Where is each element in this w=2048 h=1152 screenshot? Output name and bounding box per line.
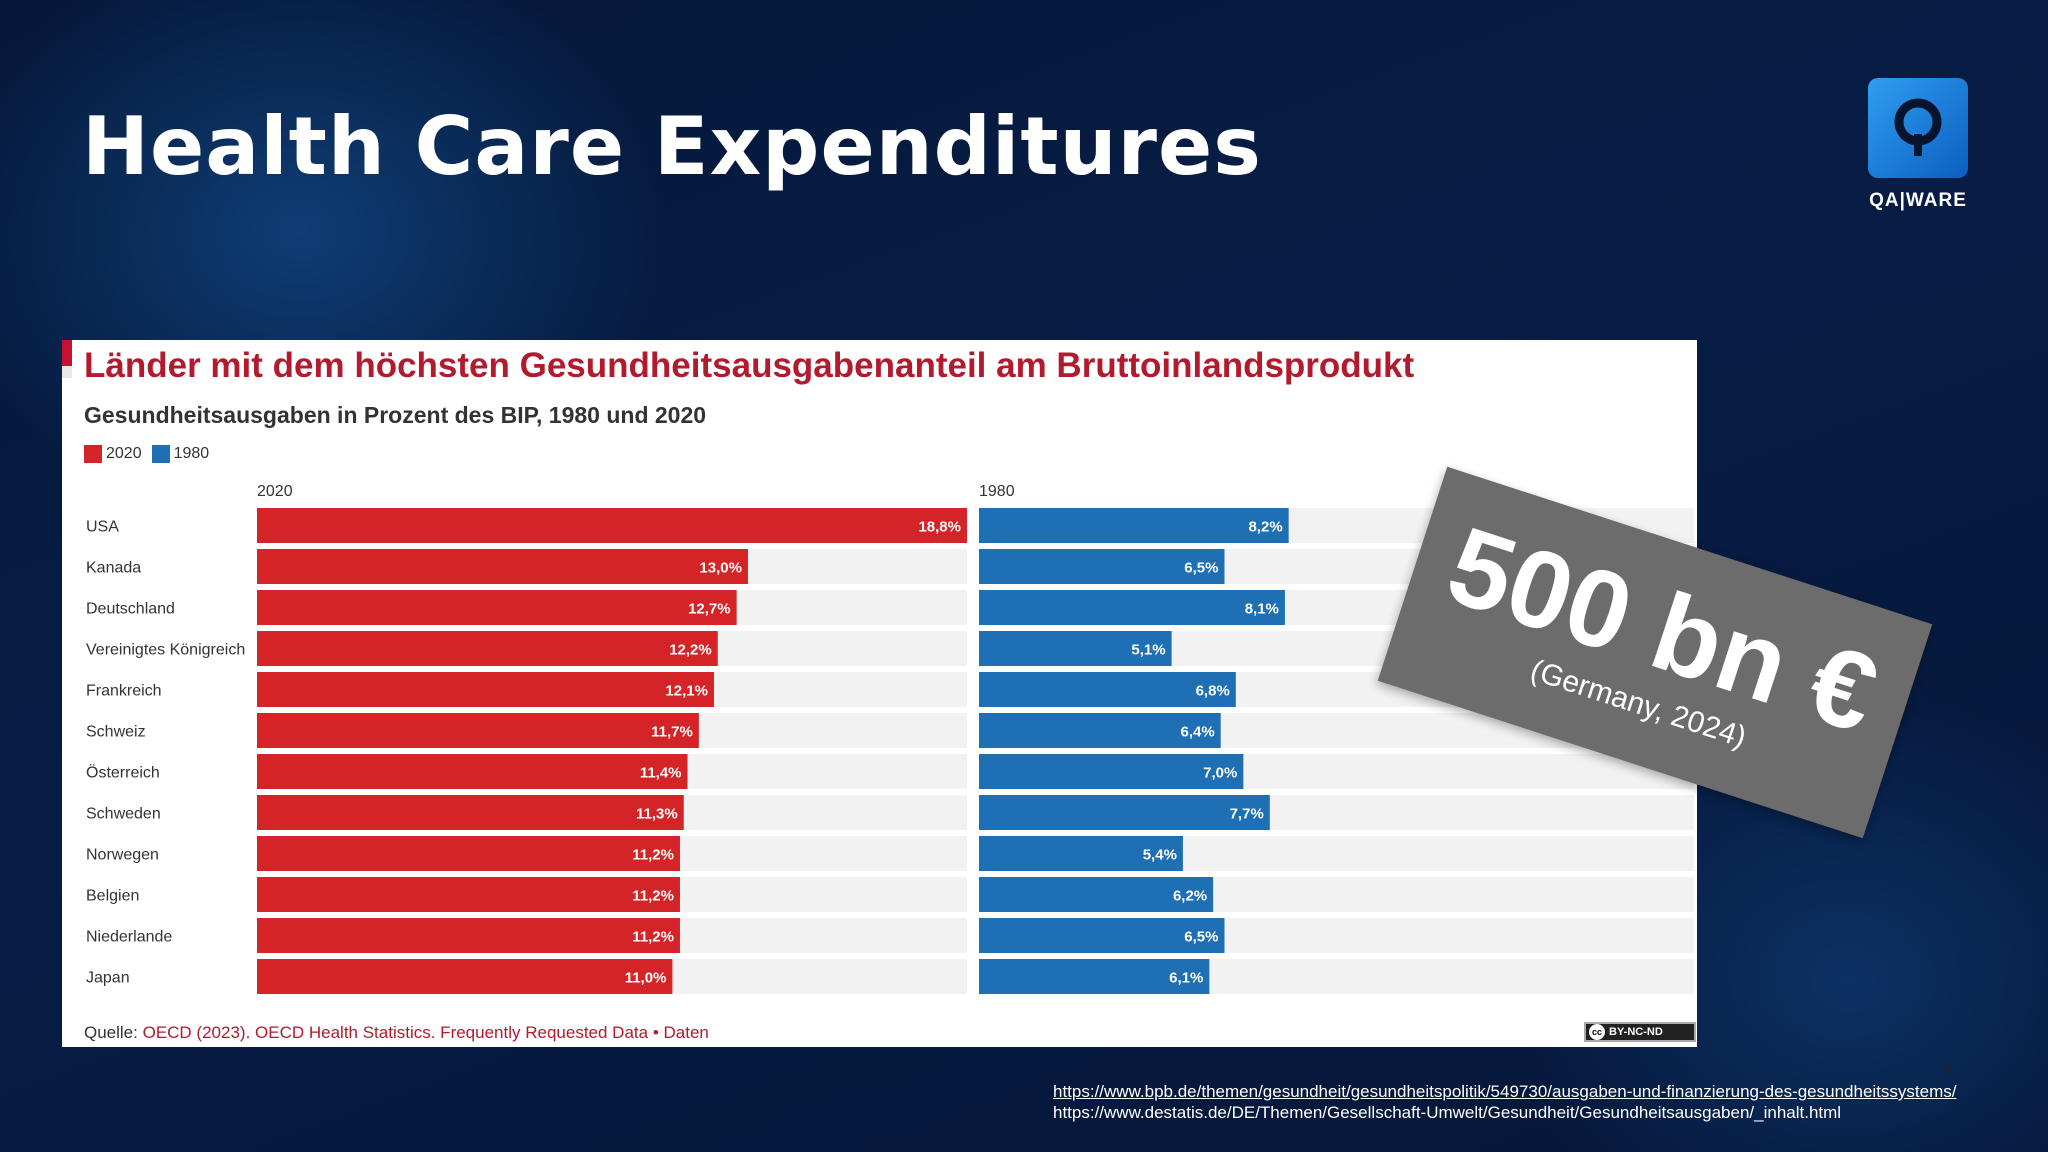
- panel-label-2020: 2020: [257, 483, 293, 500]
- category-label: Japan: [86, 970, 130, 987]
- bar-2020: [257, 795, 684, 830]
- logo-text: QA|WARE: [1869, 190, 1967, 211]
- value-label-2020: 11,4%: [640, 765, 682, 782]
- value-label-1980: 6,5%: [1184, 560, 1218, 577]
- legend-item-2020: 2020: [84, 445, 142, 463]
- legend-item-1980: 1980: [151, 445, 210, 463]
- value-label-2020: 12,1%: [665, 683, 708, 700]
- bar-2020: [257, 959, 673, 994]
- bar-1980: [979, 549, 1225, 584]
- card-accent-gray: [62, 366, 72, 378]
- value-label-1980: 7,7%: [1230, 806, 1264, 823]
- value-label-1980: 8,1%: [1245, 601, 1279, 618]
- chart-source[interactable]: Quelle: OECD (2023). OECD Health Statist…: [84, 1023, 709, 1043]
- reference-link-bpb[interactable]: https://www.bpb.de/themen/gesundheit/ges…: [1053, 1082, 1957, 1101]
- bar-2020: [257, 631, 718, 666]
- slide-title: Health Care Expenditures: [82, 100, 1262, 193]
- bar-1980: [979, 508, 1289, 543]
- bar-2020: [257, 508, 967, 543]
- card-accent: [62, 340, 72, 366]
- qaware-logo: QA|WARE: [1868, 78, 1968, 212]
- logo-badge-icon: [1868, 78, 1968, 178]
- value-label-2020: 11,3%: [636, 806, 678, 823]
- value-label-2020: 11,2%: [632, 847, 674, 864]
- bar-1980: [979, 918, 1225, 953]
- value-label-1980: 7,0%: [1203, 765, 1237, 782]
- value-label-1980: 6,5%: [1184, 929, 1218, 946]
- chart-subtitle: Gesundheitsausgaben in Prozent des BIP, …: [84, 402, 707, 428]
- reference-links: https://www.bpb.de/themen/gesundheit/ges…: [1053, 1081, 1956, 1123]
- category-label: Deutschland: [86, 601, 175, 618]
- value-label-2020: 12,2%: [669, 642, 712, 659]
- bar-1980: [979, 959, 1210, 994]
- legend-label-2020: 2020: [106, 445, 142, 462]
- legend-swatch-1980: [151, 445, 170, 463]
- bar-1980: [979, 590, 1285, 625]
- source-prefix: Quelle:: [84, 1023, 143, 1042]
- reference-link-destatis[interactable]: https://www.destatis.de/DE/Themen/Gesell…: [1053, 1103, 1842, 1122]
- bar-1980: [979, 795, 1270, 830]
- bar-2020: [257, 877, 680, 912]
- category-label: Schweiz: [86, 724, 146, 741]
- category-label: Belgien: [86, 888, 139, 905]
- value-label-2020: 13,0%: [699, 560, 742, 577]
- bar-1980: [979, 672, 1236, 707]
- bar-1980: [979, 877, 1214, 912]
- chart-legend: 2020 1980: [84, 445, 209, 463]
- legend-label-1980: 1980: [173, 445, 210, 462]
- bar-2020: [257, 836, 680, 871]
- value-label-1980: 6,2%: [1173, 888, 1207, 905]
- value-label-1980: 5,1%: [1131, 642, 1165, 659]
- value-label-1980: 5,4%: [1143, 847, 1177, 864]
- source-link[interactable]: OECD (2023). OECD Health Statistics. Fre…: [142, 1023, 649, 1042]
- bar-1980: [979, 631, 1172, 666]
- category-label: USA: [86, 519, 119, 536]
- value-label-2020: 12,7%: [688, 601, 731, 618]
- chart-card: Länder mit dem höchsten Gesundheitsausga…: [62, 340, 1697, 1047]
- panel-label-1980: 1980: [979, 483, 1015, 500]
- value-label-1980: 6,4%: [1180, 724, 1214, 741]
- category-label: Norwegen: [86, 847, 159, 864]
- category-label: Österreich: [86, 764, 160, 782]
- category-label: Schweden: [86, 806, 161, 823]
- bar-2020: [257, 713, 699, 748]
- value-label-2020: 11,0%: [625, 970, 667, 987]
- license-badge: cc BY-NC-ND: [1584, 1022, 1696, 1042]
- value-label-2020: 11,7%: [651, 724, 693, 741]
- license-label: BY-NC-ND: [1609, 1026, 1663, 1038]
- chart-title: Länder mit dem höchsten Gesundheitsausga…: [84, 346, 1415, 385]
- legend-swatch-2020: [84, 445, 102, 463]
- bar-2020: [257, 754, 688, 789]
- value-label-1980: 8,2%: [1248, 519, 1282, 536]
- source-data-link[interactable]: • Daten: [648, 1023, 709, 1042]
- value-label-1980: 6,1%: [1169, 970, 1203, 987]
- value-label-2020: 11,2%: [632, 888, 674, 905]
- category-label: Vereinigtes Königreich: [86, 642, 245, 659]
- category-label: Kanada: [86, 560, 141, 577]
- category-label: Frankreich: [86, 683, 162, 700]
- bar-2020: [257, 672, 714, 707]
- value-label-1980: 6,8%: [1196, 683, 1230, 700]
- page-number: 8: [1945, 1062, 1953, 1077]
- category-label: Niederlande: [86, 929, 172, 946]
- cc-icon: cc: [1589, 1024, 1605, 1040]
- bar-1980: [979, 836, 1183, 871]
- bar-1980: [979, 754, 1244, 789]
- value-label-2020: 11,2%: [632, 929, 674, 946]
- bar-2020: [257, 918, 680, 953]
- bar-2020: [257, 549, 748, 584]
- value-label-2020: 18,8%: [918, 519, 961, 536]
- bar-2020: [257, 590, 737, 625]
- bar-1980: [979, 713, 1221, 748]
